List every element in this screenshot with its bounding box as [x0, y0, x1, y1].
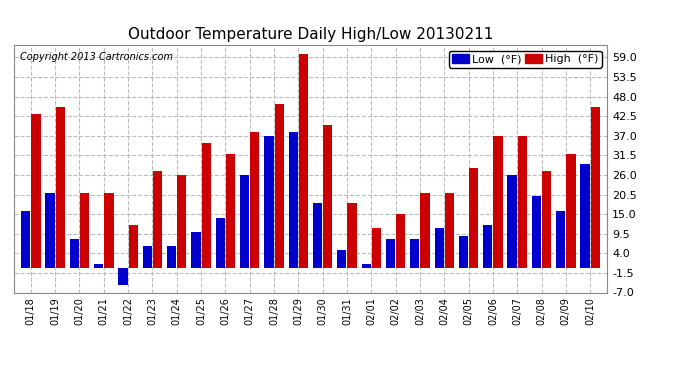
Bar: [420, 193, 430, 268]
Bar: [201, 143, 210, 268]
Bar: [362, 264, 371, 268]
Bar: [167, 246, 176, 268]
Bar: [104, 193, 114, 268]
Bar: [396, 214, 405, 268]
Bar: [191, 232, 201, 268]
Bar: [46, 193, 55, 268]
Bar: [313, 204, 322, 268]
Bar: [337, 250, 346, 268]
Bar: [56, 107, 65, 268]
Title: Outdoor Temperature Daily High/Low 20130211: Outdoor Temperature Daily High/Low 20130…: [128, 27, 493, 42]
Bar: [177, 175, 186, 268]
Bar: [518, 136, 527, 268]
Bar: [445, 193, 454, 268]
Bar: [348, 204, 357, 268]
Bar: [493, 136, 502, 268]
Bar: [411, 239, 420, 268]
Bar: [556, 211, 565, 268]
Bar: [216, 218, 225, 268]
Bar: [566, 154, 575, 268]
Bar: [153, 171, 162, 268]
Bar: [435, 228, 444, 268]
Bar: [386, 239, 395, 268]
Bar: [264, 136, 273, 268]
Bar: [119, 268, 128, 285]
Bar: [143, 246, 152, 268]
Bar: [31, 114, 41, 268]
Bar: [532, 196, 541, 268]
Text: Copyright 2013 Cartronics.com: Copyright 2013 Cartronics.com: [20, 53, 172, 62]
Bar: [542, 171, 551, 268]
Bar: [21, 211, 30, 268]
Bar: [469, 168, 478, 268]
Bar: [80, 193, 89, 268]
Bar: [323, 125, 333, 268]
Bar: [372, 228, 381, 268]
Bar: [70, 239, 79, 268]
Bar: [250, 132, 259, 268]
Bar: [94, 264, 104, 268]
Legend: Low  (°F), High  (°F): Low (°F), High (°F): [448, 51, 602, 68]
Bar: [507, 175, 517, 268]
Bar: [483, 225, 493, 268]
Bar: [288, 132, 298, 268]
Bar: [591, 107, 600, 268]
Bar: [226, 154, 235, 268]
Bar: [459, 236, 468, 268]
Bar: [299, 54, 308, 268]
Bar: [240, 175, 249, 268]
Bar: [580, 164, 590, 268]
Bar: [275, 104, 284, 268]
Bar: [128, 225, 138, 268]
